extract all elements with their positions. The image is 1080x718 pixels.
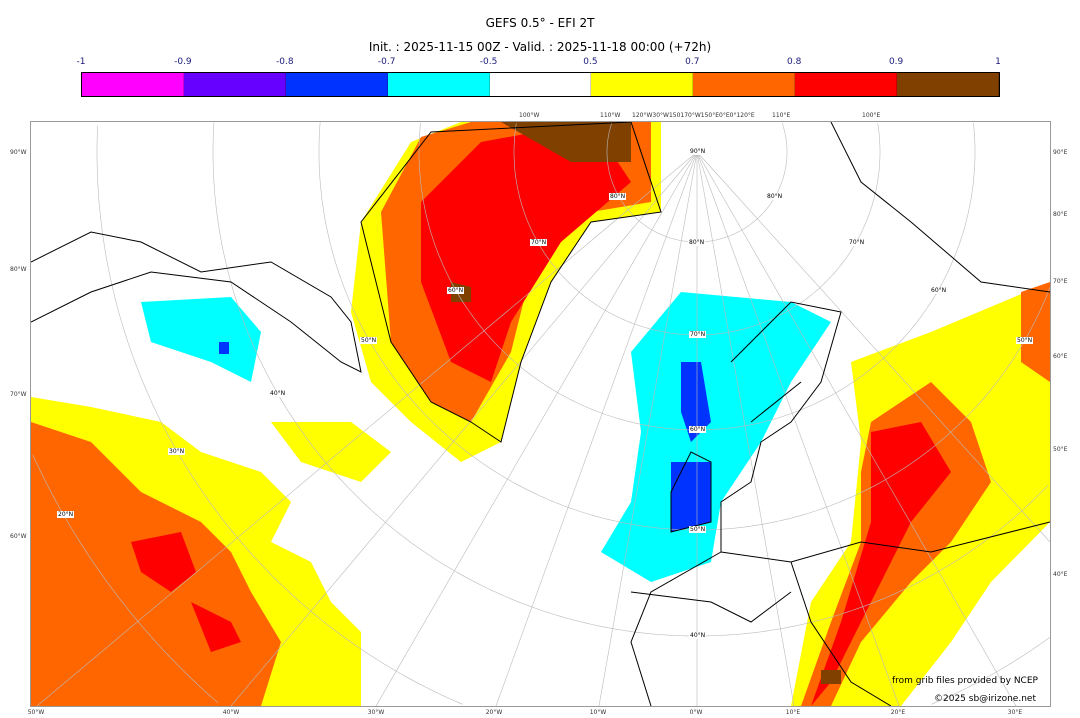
latitude-circle xyxy=(931,637,1050,705)
latitude-label: 50°N xyxy=(1016,337,1034,344)
colorbar-swatch xyxy=(489,73,592,96)
chart-title: GEFS 0.5° - EFI 2T xyxy=(485,16,595,30)
axis-label-bottom: 10°W xyxy=(589,709,607,716)
colorbar-swatch xyxy=(591,73,694,96)
axis-label-bottom: 20°W xyxy=(485,709,503,716)
colorbar-label: 0.5 xyxy=(583,57,598,67)
axis-label-left: 60°W xyxy=(10,533,27,540)
credit-ncep: from grib files provided by NCEP xyxy=(892,676,1038,686)
coastlines xyxy=(31,122,1050,706)
axis-label-top: 110°W xyxy=(600,112,621,119)
axis-label-left: 70°W xyxy=(10,391,27,398)
axis-label-bottom: 30°E xyxy=(1007,709,1023,716)
anomaly-warm-italy-brown xyxy=(821,670,841,684)
colorbar-label: -0.5 xyxy=(479,57,498,67)
colorbar-swatch xyxy=(285,73,388,96)
axis-label-right: 70°E xyxy=(1053,278,1068,285)
axis-label-bottom: 0°W xyxy=(689,709,703,716)
latitude-label: 70°N xyxy=(689,331,707,338)
latitude-label: 60°N xyxy=(447,287,465,294)
colorbar-swatch xyxy=(897,73,1000,96)
colorbar-swatch xyxy=(387,73,490,96)
axis-label-right: 40°E xyxy=(1053,571,1068,578)
axis-label-top: 110°E xyxy=(772,112,791,119)
axis-label-bottom: 30°W xyxy=(367,709,385,716)
axis-label-bottom: 40°W xyxy=(222,709,240,716)
colorbar xyxy=(81,72,1000,97)
axis-label-top: 100°E xyxy=(862,112,881,119)
latitude-label: 40°N xyxy=(689,632,707,639)
colorbar-label: 0.9 xyxy=(888,57,904,67)
latitude-label: 70°N xyxy=(848,239,866,246)
colorbar-label: 0.7 xyxy=(685,57,700,67)
axis-label-left: 90°W xyxy=(10,149,27,156)
axis-label-right: 50°E xyxy=(1053,446,1068,453)
latitude-label: 90°N xyxy=(689,148,707,155)
axis-label-right: 60°E xyxy=(1053,353,1068,360)
latitude-label: 50°N xyxy=(689,526,707,533)
latitude-circle xyxy=(606,122,788,243)
anomaly-cold-europe xyxy=(601,292,831,582)
colorbar-swatch xyxy=(82,73,184,96)
anomaly-cold-canada xyxy=(141,297,261,382)
colorbar-label: -1 xyxy=(76,57,86,67)
axis-label-bottom: 50°W xyxy=(27,709,45,716)
latitude-circle xyxy=(96,125,463,705)
colorbar-label: -0.8 xyxy=(275,57,294,67)
colorbar-swatch xyxy=(693,73,796,96)
anomaly-cold-canada-blue xyxy=(219,342,229,354)
efi-field xyxy=(31,122,1050,706)
latitude-circle xyxy=(513,123,881,336)
latitude-label: 70°N xyxy=(530,239,548,246)
anomaly-cold-europe-blue xyxy=(671,362,711,532)
latitude-label: 40°N xyxy=(269,390,287,397)
anomaly-warm-greenland-brown xyxy=(451,122,631,302)
axis-label-right: 90°E xyxy=(1053,149,1068,156)
latitude-label: 80°N xyxy=(688,239,706,246)
anomaly-warm-east-europe-red xyxy=(811,422,951,706)
latitude-label: 60°N xyxy=(689,426,707,433)
latitude-circle xyxy=(877,123,881,152)
axis-label-bottom: 10°E xyxy=(785,709,801,716)
latitude-circle xyxy=(32,454,219,704)
latitude-circle xyxy=(973,122,976,152)
anomaly-warm-atlantic-red xyxy=(131,532,241,652)
colorbar-swatch xyxy=(183,73,286,96)
latitude-circle xyxy=(418,122,976,431)
chart-subtitle: Init. : 2025-11-15 00Z - Valid. : 2025-1… xyxy=(368,40,712,54)
map: 90°N 80°N 70°N 60°N 50°N 40°N 70°N 60°N 50°N 40°N… xyxy=(30,121,1051,707)
latitude-label: 80°N xyxy=(609,193,627,200)
axis-label-top: 100°W xyxy=(519,112,540,119)
colorbar-label: -0.7 xyxy=(377,57,396,67)
latitude-label: 20°N xyxy=(57,511,75,518)
latitude-label: 80°N xyxy=(766,193,784,200)
anomaly-warm-midatlantic xyxy=(271,422,391,482)
colorbar-label: 0.8 xyxy=(787,57,802,67)
latitude-label: 50°N xyxy=(360,337,378,344)
latitude-label: 60°N xyxy=(930,287,948,294)
anomaly-warm-russia-orange xyxy=(1021,282,1050,382)
axis-label-bottom: 20°E xyxy=(890,709,906,716)
axis-label-top: 120°W30°W150170°W150°E0°E0°120°E xyxy=(632,112,755,119)
credit-author: ©2025 sb@irizone.net xyxy=(934,694,1036,704)
colorbar-swatch xyxy=(795,73,898,96)
graticule xyxy=(32,122,1050,706)
latitude-label: 30°N xyxy=(168,448,186,455)
colorbar-label: 1 xyxy=(995,57,1001,67)
axis-label-right: 80°E xyxy=(1053,211,1068,218)
colorbar-label: -0.9 xyxy=(174,57,192,67)
axis-label-left: 80°W xyxy=(10,266,27,273)
latitude-circle xyxy=(781,122,788,152)
latitude-circle xyxy=(212,122,1049,637)
latitude-circle xyxy=(318,122,1050,531)
